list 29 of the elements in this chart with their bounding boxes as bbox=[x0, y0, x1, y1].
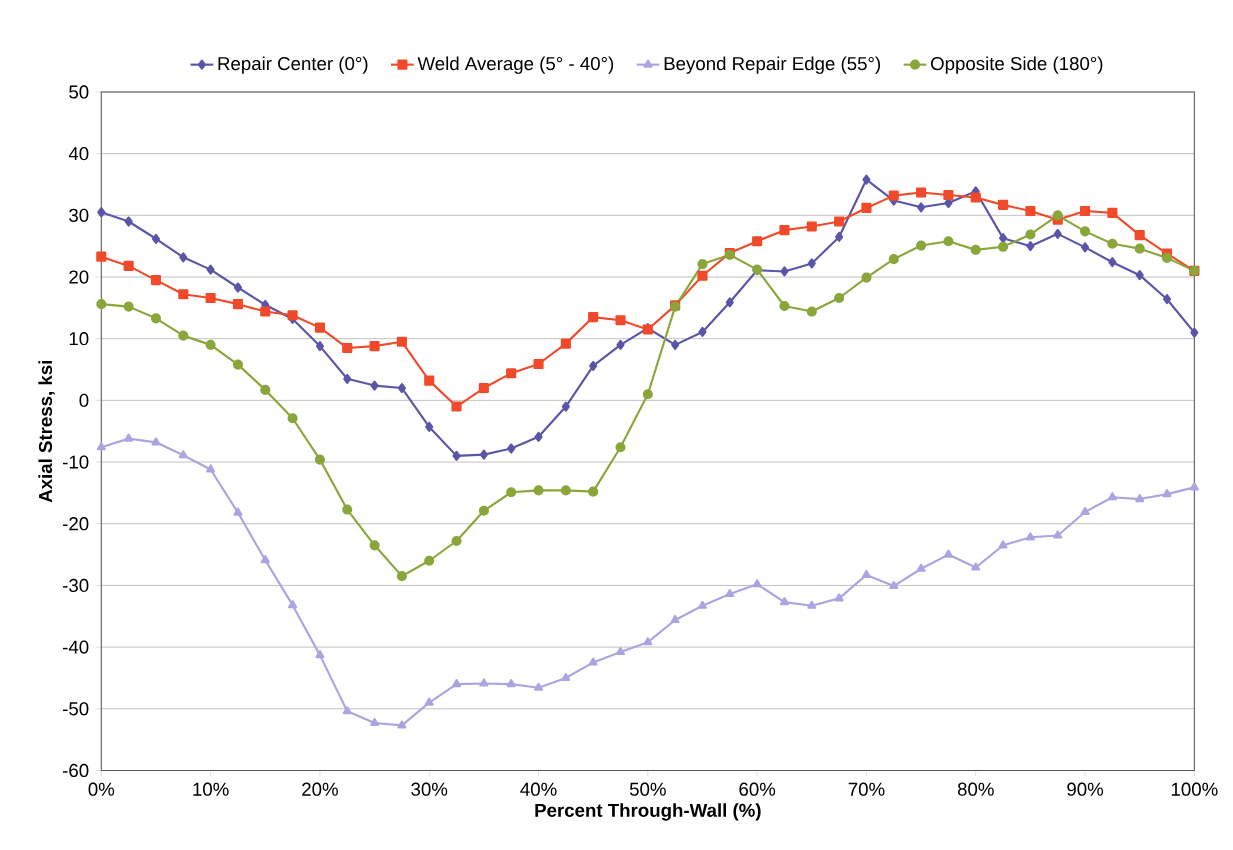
y-tick-label: -30 bbox=[63, 578, 89, 592]
x-tick-label: 80% bbox=[957, 782, 994, 796]
x-axis-title: Percent Through-Wall (%) bbox=[535, 803, 761, 821]
legend-label: Beyond Repair Edge (55°) bbox=[664, 56, 881, 74]
legend-label: Repair Center (0°) bbox=[218, 56, 368, 74]
legend-label: Opposite Side (180°) bbox=[930, 56, 1103, 74]
y-axis-title: Axial Stress, ksi bbox=[38, 360, 55, 503]
x-tick-label: 20% bbox=[302, 782, 338, 796]
x-tick-label: 30% bbox=[411, 782, 448, 796]
x-tick-label: 10% bbox=[193, 782, 229, 796]
x-tick-label: 90% bbox=[1067, 782, 1104, 796]
y-tick-label: -60 bbox=[63, 763, 89, 777]
y-tick-label: 20 bbox=[69, 270, 89, 284]
y-tick-label: 30 bbox=[69, 208, 89, 222]
y-tick-label: -10 bbox=[63, 455, 89, 469]
y-tick-label: 10 bbox=[69, 331, 89, 346]
y-tick-label: 0 bbox=[79, 393, 89, 407]
x-tick-label: 0% bbox=[88, 782, 115, 796]
y-tick-label: 40 bbox=[68, 146, 89, 161]
x-tick-label: 100% bbox=[1171, 782, 1218, 796]
x-tick-label: 50% bbox=[629, 782, 666, 796]
y-tick-label: -50 bbox=[63, 701, 89, 716]
y-tick-label: 50 bbox=[69, 85, 89, 99]
x-tick-label: 70% bbox=[848, 782, 885, 796]
y-tick-label: -20 bbox=[63, 516, 89, 531]
legend-label: Weld Average (5° - 40°) bbox=[417, 56, 614, 74]
x-tick-label: 60% bbox=[739, 782, 776, 796]
x-tick-label: 40% bbox=[520, 782, 557, 796]
y-tick-label: -40 bbox=[63, 640, 89, 654]
